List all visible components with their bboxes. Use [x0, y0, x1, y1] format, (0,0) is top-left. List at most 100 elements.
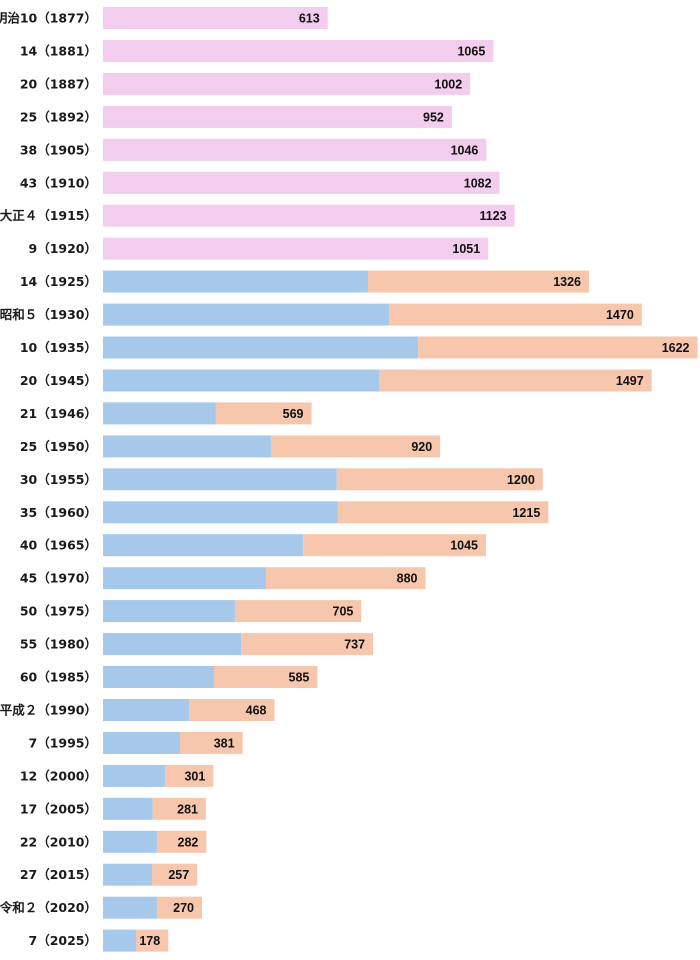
total-value-label: 880 — [397, 572, 418, 586]
bar-segment-b — [189, 699, 275, 721]
value-labels-layer: 613 1065 1002 952 1046 1082 1123 1051 1326 1470 16… — [139, 12, 689, 949]
total-value-label: 270 — [173, 901, 194, 915]
category-label: 7（2025） — [29, 933, 98, 948]
bar-segment-a — [103, 534, 304, 557]
bar-total-segment — [103, 105, 452, 128]
bar-segment-a — [103, 896, 157, 919]
total-value-label: 1123 — [479, 209, 506, 223]
total-value-label: 257 — [168, 868, 189, 882]
total-value-label: 1065 — [457, 45, 485, 59]
bar-segment-a — [103, 402, 216, 425]
bar-segment-a — [103, 699, 190, 721]
category-label: 17（2005） — [20, 801, 97, 816]
bar-total-segment — [103, 72, 471, 95]
bar-segment-b — [214, 666, 318, 688]
total-value-label: 920 — [411, 440, 432, 454]
bar-segment-b — [180, 731, 243, 754]
category-label: 大正４（1915） — [0, 208, 97, 223]
category-label: 60（1985） — [20, 670, 97, 685]
category-label: 9（1920） — [29, 241, 98, 256]
category-label: 平成２（1990） — [0, 703, 97, 718]
bar-segment-b — [303, 534, 486, 557]
bar-segment-a — [103, 731, 180, 754]
bar-segment-b — [152, 863, 198, 886]
bar-segment-b — [418, 336, 698, 359]
category-label: 14（1881） — [20, 44, 97, 59]
category-label: 50（1975） — [20, 604, 97, 619]
total-value-label: 1622 — [662, 341, 690, 355]
category-label: 昭和５（1930） — [0, 307, 97, 322]
bar-segment-a — [103, 600, 235, 623]
total-value-label: 585 — [289, 671, 310, 685]
bar-segment-b — [164, 764, 214, 787]
category-label: 21（1946） — [20, 406, 97, 421]
total-value-label: 282 — [178, 835, 199, 849]
bar-segment-b — [266, 567, 426, 590]
category-label: 20（1887） — [20, 76, 97, 91]
bar-total-segment — [103, 237, 489, 260]
category-label: 14（1925） — [20, 274, 97, 289]
bar-segment-a — [103, 270, 368, 293]
total-value-label: 705 — [333, 605, 354, 619]
category-label: 43（1910） — [20, 175, 97, 190]
category-label: 38（1905） — [20, 142, 97, 157]
total-value-label: 1470 — [606, 308, 634, 322]
bar-total-segment — [103, 40, 494, 62]
bar-segment-b — [270, 435, 441, 458]
category-label: 45（1970） — [20, 571, 97, 586]
category-label: 令和２（2020） — [0, 900, 97, 915]
bar-segment-b — [152, 797, 206, 820]
total-value-label: 1051 — [452, 242, 480, 256]
total-value-label: 1215 — [512, 506, 540, 520]
bar-segment-a — [103, 303, 389, 326]
bar-total-segment — [103, 138, 487, 161]
bar-segment-b — [388, 303, 642, 326]
category-label: 25（1892） — [20, 109, 97, 124]
category-label: 25（1950） — [20, 439, 97, 454]
bar-segment-a — [103, 929, 136, 952]
bar-segment-a — [103, 830, 157, 853]
total-value-label: 381 — [214, 736, 235, 750]
category-label: 12（2000） — [20, 768, 97, 783]
bar-segment-a — [103, 764, 165, 787]
category-labels-layer: 明治10（1877） 14（1881） 20（1887） 25（1892） 38（190… — [0, 11, 97, 949]
total-value-label: 1200 — [507, 473, 535, 487]
bar-total-segment — [103, 171, 500, 194]
category-label: 55（1980） — [20, 637, 97, 652]
category-label: 7（1995） — [29, 735, 98, 750]
bars-layer — [103, 7, 698, 952]
bar-segment-b — [368, 270, 589, 293]
bar-segment-a — [103, 633, 242, 656]
total-value-label: 1082 — [464, 176, 492, 190]
category-label: 27（2015） — [20, 867, 97, 882]
total-value-label: 1326 — [553, 275, 581, 289]
category-label: 10（1935） — [20, 340, 97, 355]
bar-segment-b — [337, 501, 549, 524]
bar-segment-a — [103, 369, 379, 392]
bar-segment-b — [156, 896, 202, 919]
total-value-label: 1045 — [450, 539, 478, 553]
total-value-label: 1002 — [434, 77, 462, 91]
category-label: 20（1945） — [20, 373, 97, 388]
bar-segment-b — [379, 369, 652, 392]
total-value-label: 178 — [139, 934, 160, 948]
bar-segment-b — [234, 600, 362, 623]
bar-total-segment — [103, 204, 515, 227]
bar-segment-a — [103, 336, 419, 359]
category-label: 22（2010） — [20, 834, 97, 849]
total-value-label: 952 — [423, 110, 444, 124]
total-value-label: 737 — [344, 638, 365, 652]
total-value-label: 613 — [299, 12, 320, 26]
bar-segment-a — [103, 468, 337, 491]
bar-segment-b — [156, 830, 207, 853]
total-value-label: 281 — [177, 802, 198, 816]
bar-segment-a — [103, 567, 267, 590]
bar-segment-a — [103, 863, 153, 886]
category-label: 明治10（1877） — [0, 11, 97, 26]
bar-segment-a — [103, 501, 338, 524]
bar-segment-a — [103, 666, 214, 688]
bar-total-segment — [103, 7, 328, 29]
bar-segment-b — [215, 402, 312, 425]
total-value-label: 301 — [184, 769, 205, 783]
